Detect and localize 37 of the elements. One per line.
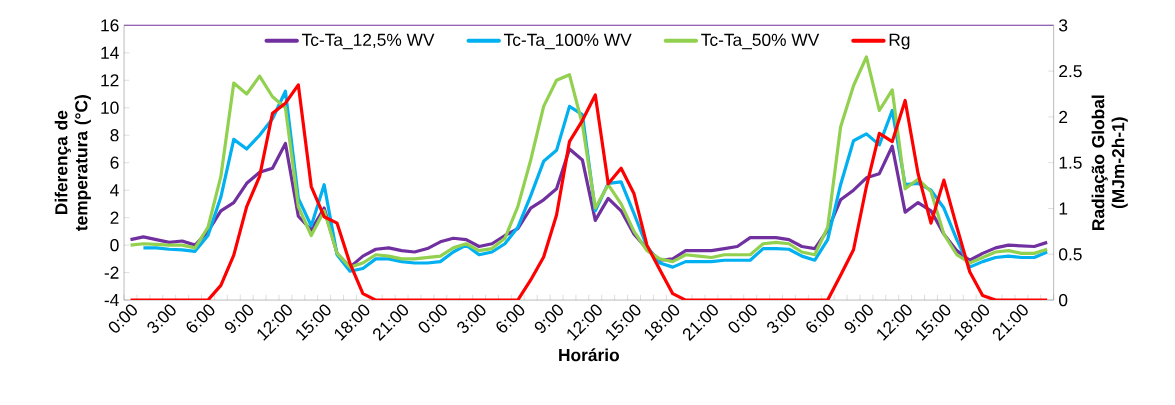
y-tick-label: -2: [104, 266, 119, 279]
y2-tick-label: 0: [1059, 293, 1068, 306]
legend-label: Rg: [889, 33, 910, 50]
x-tick-label: 0:00: [728, 304, 757, 333]
y-tick-label: 16: [101, 18, 119, 32]
y-tick-label: 2: [110, 211, 119, 224]
x-tick-label: 3:00: [147, 304, 176, 333]
x-tick-label: 3:00: [767, 304, 796, 333]
x-tick-label: 0:00: [108, 304, 137, 333]
y-tick-label: 10: [101, 101, 119, 114]
legend-label: Tc-Ta_50% WV: [701, 33, 820, 50]
y-tick-label: 4: [110, 184, 119, 196]
y2-tick-label: 2: [1059, 110, 1068, 123]
x-tick-label: 6:00: [186, 304, 215, 333]
x-axis-title: Horário: [559, 348, 619, 361]
y2-tick-label: 0.5: [1059, 247, 1082, 261]
y-tick-label: 0: [110, 238, 119, 252]
x-tick-label: 9:00: [844, 304, 873, 333]
x-tick-label: 9:00: [534, 304, 563, 333]
x-tick-label: 3:00: [457, 304, 486, 333]
y-tick-label: 6: [110, 156, 119, 169]
y-tick-label: 8: [110, 128, 119, 142]
x-tick-label: 0:00: [418, 304, 447, 333]
y2-tick-label: 1.5: [1059, 156, 1082, 169]
legend-label: Tc-Ta_100% WV: [503, 33, 632, 50]
y-tick-label: 12: [101, 74, 119, 87]
y-tick-label: 14: [101, 46, 119, 59]
x-tick-label: 6:00: [806, 304, 835, 333]
y2-axis-title: Radiação Global (MJm-2h-1): [1091, 95, 1128, 230]
y-tick-label: -4: [104, 293, 119, 306]
y2-tick-label: 3: [1059, 18, 1068, 32]
y2-tick-label: 2.5: [1059, 64, 1082, 78]
legend-label: Tc-Ta_12,5% WV: [301, 33, 435, 50]
y-axis-title: Diferença de temperatura (°C): [54, 94, 91, 231]
x-tick-label: 9:00: [224, 304, 254, 333]
y2-tick-label: 1: [1059, 202, 1068, 215]
x-tick-label: 6:00: [496, 304, 525, 333]
